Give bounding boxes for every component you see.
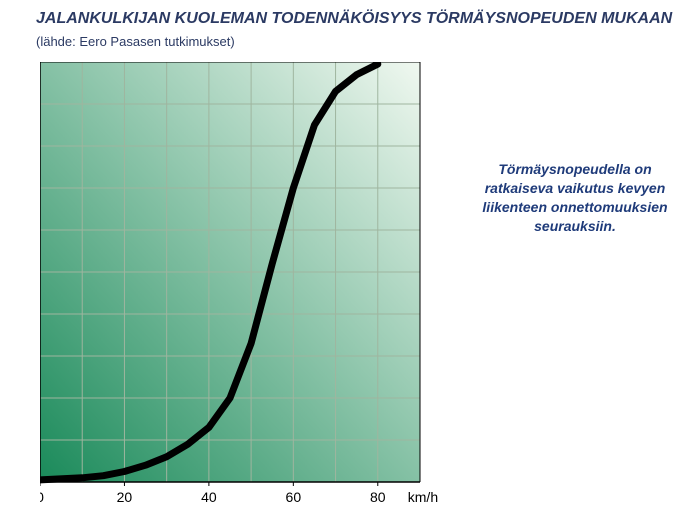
chart-area: 0%10%20%30%40%50%60%70%80%90%100%0204060… <box>40 62 480 512</box>
x-tick-label: 80 <box>370 489 386 505</box>
x-axis-unit: km/h <box>408 489 438 505</box>
page: { "header": { "title": "JALANKULKIJAN KU… <box>0 0 695 519</box>
x-tick-label: 0 <box>40 489 44 505</box>
chart-title: JALANKULKIJAN KUOLEMAN TODENNÄKÖISYYS TÖ… <box>36 10 672 28</box>
chart-svg: 0%10%20%30%40%50%60%70%80%90%100%0204060… <box>40 62 480 512</box>
side-note: Törmäysnopeudella on ratkaiseva vaikutus… <box>475 160 675 236</box>
x-tick-label: 60 <box>286 489 302 505</box>
x-tick-label: 40 <box>201 489 217 505</box>
x-tick-label: 20 <box>117 489 133 505</box>
chart-subtitle: (lähde: Eero Pasasen tutkimukset) <box>36 34 235 49</box>
